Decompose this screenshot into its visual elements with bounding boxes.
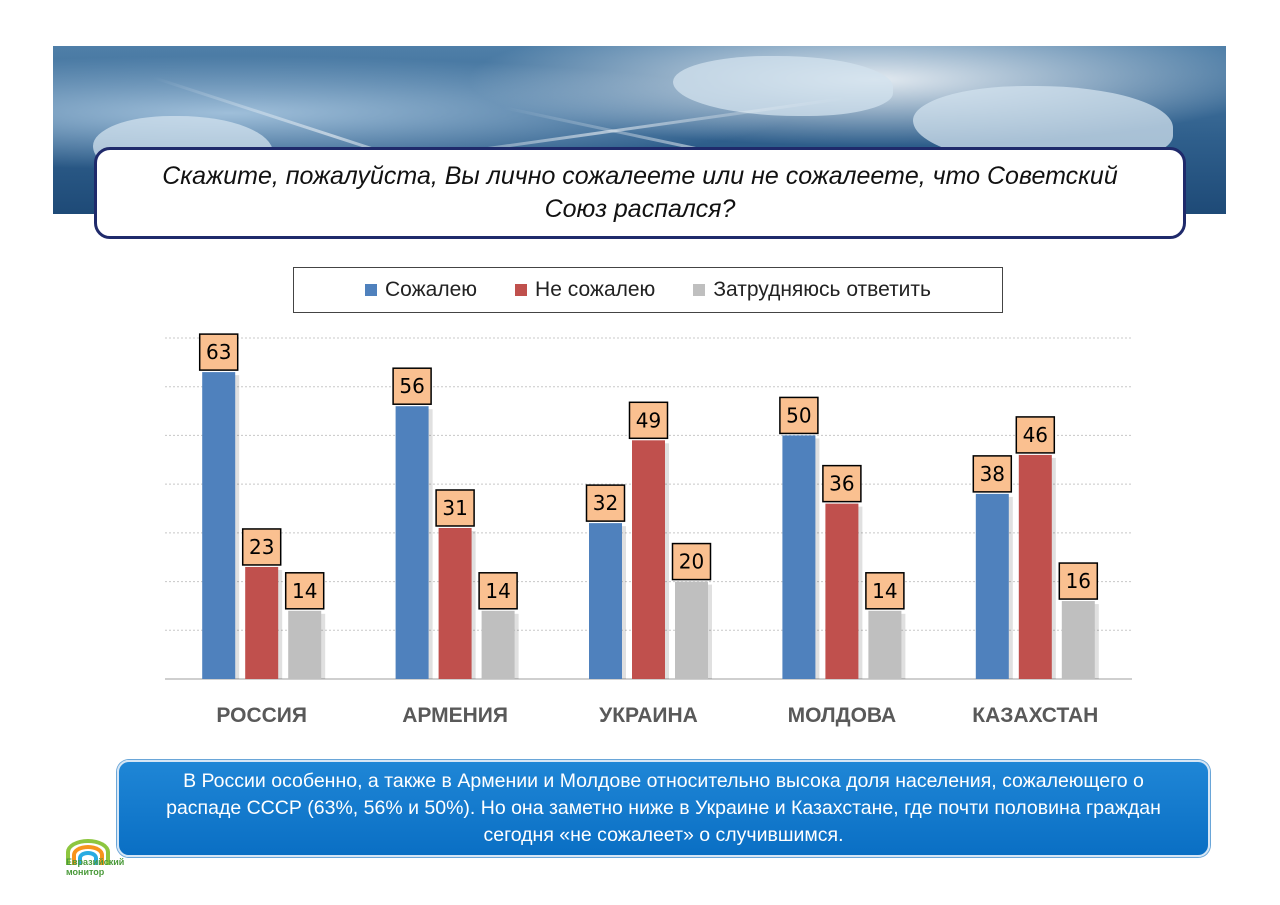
bar-shadow — [786, 438, 820, 679]
bar — [1018, 454, 1052, 679]
data-label-box — [435, 489, 475, 527]
data-label-box — [779, 396, 819, 435]
data-label: 63 — [206, 340, 231, 364]
legend-label: Не сожалею — [535, 278, 656, 301]
bar — [481, 610, 515, 679]
bar-shadow — [679, 584, 712, 679]
data-label: 14 — [872, 579, 897, 603]
legend-item-no-regret: Не сожалею — [515, 278, 655, 302]
bar-shadow — [872, 613, 906, 679]
data-label: 36 — [829, 472, 854, 496]
data-label-box — [1015, 416, 1056, 454]
bar — [1061, 601, 1095, 679]
legend-label: Затрудняюсь ответить — [713, 278, 931, 301]
chart-legend: Сожалею Не сожалею Затрудняюсь ответить — [293, 267, 1003, 313]
data-label: 16 — [1066, 569, 1091, 593]
data-label-box — [865, 572, 905, 610]
summary-text: В России особенно, а также в Армении и М… — [166, 770, 1161, 846]
bar — [395, 406, 429, 679]
category-label: КАЗАХСТАН — [972, 704, 1098, 727]
data-label-box — [628, 401, 669, 440]
bar-shadow — [399, 409, 433, 679]
category-label: РОССИЯ — [216, 704, 307, 727]
legend-swatch — [365, 284, 377, 296]
bar — [975, 493, 1009, 679]
bar-shadow — [593, 526, 626, 679]
logo-line2: монитор — [66, 867, 105, 877]
bar-shadow — [829, 506, 863, 679]
question-box: Скажите, пожалуйста, Вы лично сожалеете … — [94, 147, 1186, 239]
data-label-box — [198, 333, 239, 371]
summary-note: В России особенно, а также в Армении и М… — [117, 760, 1210, 857]
bar — [288, 610, 322, 679]
logo — [62, 833, 132, 878]
category-label: АРМЕНИЯ — [402, 704, 508, 727]
data-label: 49 — [636, 408, 661, 432]
data-label: 14 — [485, 579, 510, 603]
data-label: 31 — [442, 496, 467, 520]
bar-shadow — [1022, 457, 1056, 679]
data-label: 23 — [249, 535, 274, 559]
data-label-box — [284, 572, 325, 610]
bar-shadow — [292, 613, 326, 679]
bar — [245, 566, 279, 679]
data-label: 46 — [1023, 423, 1048, 447]
bar — [825, 503, 859, 679]
data-label: 32 — [593, 491, 618, 515]
data-label-box — [671, 542, 712, 581]
bar — [782, 435, 816, 679]
legend-label: Сожалею — [385, 278, 478, 301]
bar — [438, 527, 472, 679]
data-label: 38 — [980, 462, 1005, 486]
logo-text: Евразийский монитор — [66, 857, 124, 877]
legend-item-undecided: Затрудняюсь ответить — [693, 278, 931, 302]
bar — [202, 372, 236, 679]
bar — [675, 581, 708, 679]
bar-shadow — [206, 375, 240, 679]
bar — [589, 523, 622, 679]
question-text: Скажите, пожалуйста, Вы лично сожалеете … — [162, 162, 1118, 223]
bar-shadow — [442, 530, 476, 679]
bar — [632, 440, 665, 679]
data-label-box — [822, 464, 862, 503]
data-label-box — [585, 484, 626, 522]
category-label: УКРАИНА — [599, 704, 698, 727]
legend-swatch — [693, 284, 706, 296]
bar — [868, 610, 902, 679]
bar-shadow — [485, 613, 519, 679]
data-label-box — [1058, 562, 1099, 600]
logo-line1: Евразийский — [66, 857, 125, 867]
legend-swatch — [515, 284, 528, 296]
bar-shadow — [249, 569, 283, 679]
data-label-box — [241, 528, 282, 566]
data-label-box — [478, 572, 518, 610]
legend-item-regret: Сожалею — [365, 278, 477, 302]
data-label: 14 — [292, 579, 317, 603]
category-label: МОЛДОВА — [788, 704, 897, 727]
data-label: 56 — [399, 374, 424, 398]
data-label-box — [392, 367, 432, 405]
data-label-box — [972, 455, 1013, 493]
bar-shadow — [1065, 604, 1099, 679]
data-label: 50 — [786, 403, 811, 427]
bar-shadow — [636, 443, 669, 679]
data-label: 20 — [679, 550, 704, 574]
bar-shadow — [979, 496, 1013, 679]
